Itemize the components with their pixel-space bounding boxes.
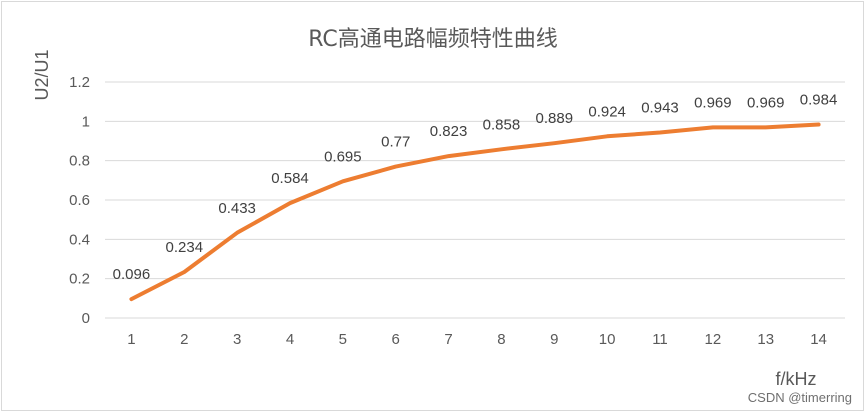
data-label: 0.984	[800, 91, 838, 108]
data-labels: 0.096 0.234 0.433 0.584 0.695 0.77 0.823 0.858 0…	[113, 91, 838, 283]
y-tick-label: 0.6	[69, 192, 90, 209]
x-tick-label: 7	[444, 331, 452, 348]
x-tick-label: 12	[705, 331, 722, 348]
y-axis-title: U2/U1	[32, 49, 52, 100]
x-tick-label: 2	[180, 331, 188, 348]
x-axis-title: f/kHz	[775, 369, 816, 389]
y-tick-label: 0.8	[69, 153, 90, 170]
data-label: 0.943	[641, 100, 679, 117]
x-tick-label: 5	[339, 331, 347, 348]
watermark: CSDN @timerring	[748, 390, 852, 405]
x-tick-label: 9	[550, 331, 558, 348]
x-tick-label: 3	[233, 331, 241, 348]
data-label: 0.096	[113, 266, 151, 283]
data-label: 0.858	[483, 116, 521, 133]
x-tick-label: 6	[392, 331, 400, 348]
gridlines	[105, 81, 845, 319]
x-tick-label: 10	[599, 331, 616, 348]
series-line	[129, 122, 821, 302]
series-line-group	[129, 122, 821, 302]
data-label: 0.77	[381, 134, 410, 151]
x-tick-label: 14	[810, 331, 827, 348]
data-label: 0.969	[747, 94, 785, 111]
data-label: 0.924	[588, 103, 626, 120]
x-tick-label: 11	[652, 331, 668, 348]
x-tick-label: 1	[127, 331, 135, 348]
x-tick-label: 8	[497, 331, 505, 348]
data-label: 0.433	[218, 200, 256, 217]
x-tick-label: 13	[757, 331, 774, 348]
data-label: 0.584	[271, 170, 309, 187]
y-tick-label: 1	[82, 113, 90, 130]
data-label: 0.889	[536, 110, 574, 127]
chart-title: RC高通电路幅频特性曲线	[308, 27, 558, 52]
y-tick-label: 0.2	[69, 271, 90, 288]
data-label: 0.823	[430, 123, 468, 140]
x-tick-label: 4	[286, 331, 294, 348]
y-tick-label: 0.4	[69, 231, 90, 248]
data-label: 0.695	[324, 148, 362, 165]
data-label: 0.234	[166, 239, 204, 256]
x-tick-labels: 1 2 3 4 5 6 7 8 9 10 11 12 13 14	[127, 331, 827, 348]
y-tick-label: 0	[82, 310, 90, 327]
y-tick-labels: 0 0.2 0.4 0.6 0.8 1 1.2	[69, 74, 90, 327]
y-tick-label: 1.2	[69, 74, 90, 91]
data-label: 0.969	[694, 94, 732, 111]
